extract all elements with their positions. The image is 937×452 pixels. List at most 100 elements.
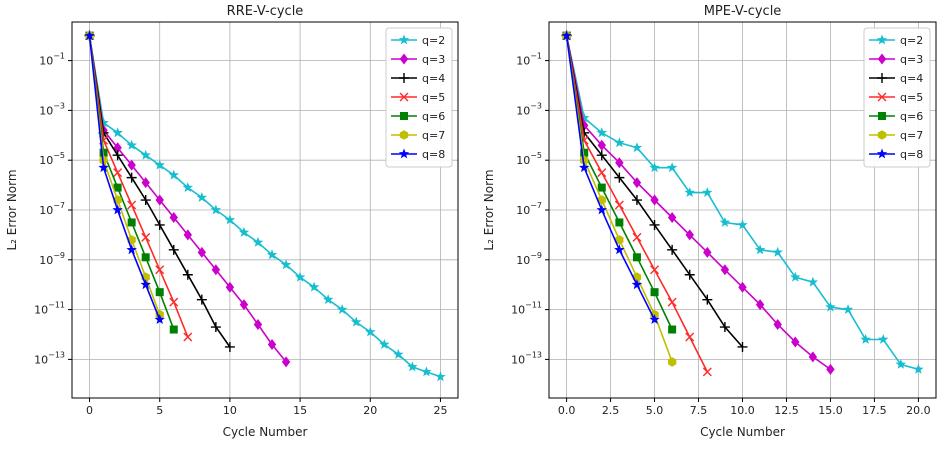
data-point <box>895 358 906 369</box>
data-point <box>667 244 678 255</box>
data-point <box>421 366 432 377</box>
data-point <box>337 304 348 315</box>
legend-marker <box>399 130 409 140</box>
data-point <box>684 187 695 197</box>
chart-title: MPE-V-cycle <box>704 4 782 19</box>
legend-marker <box>877 53 887 65</box>
x-axis-label: Cycle Number <box>700 425 785 439</box>
y-axis-label: L₂ Error Norm <box>482 169 496 250</box>
data-point <box>596 204 607 215</box>
chart-panel-2: 0.0 2.5 5.0 7.5 10.0 12.5 15.0 17.5 20.0 10−1 10−3… <box>482 4 937 439</box>
data-point <box>183 229 192 241</box>
data-point <box>790 271 801 282</box>
data-point <box>126 172 137 183</box>
x-tick-label: 15 <box>293 404 307 417</box>
series-q=2 <box>561 30 924 374</box>
data-point <box>737 341 748 352</box>
legend-marker <box>398 34 410 45</box>
x-tick-label: 0.0 <box>558 404 576 417</box>
legend-item: q=4 <box>869 72 923 85</box>
data-point <box>597 139 606 151</box>
legend-label: q=4 <box>422 72 445 85</box>
data-point <box>239 299 249 311</box>
data-point <box>666 162 678 173</box>
data-point <box>196 294 207 305</box>
data-point <box>322 294 334 305</box>
data-point <box>754 244 766 255</box>
data-point <box>155 288 164 297</box>
x-tick-label: 20 <box>363 404 377 417</box>
data-point <box>98 117 109 128</box>
data-point <box>773 319 782 331</box>
legend-marker <box>878 112 886 120</box>
data-point <box>684 269 695 280</box>
legend-marker <box>399 53 409 65</box>
y-tick-label: 10−1 <box>39 52 65 68</box>
chart-title: RRE-V-cycle <box>227 4 304 19</box>
legend-marker <box>399 73 409 83</box>
y-tick-label: 10−13 <box>34 350 65 366</box>
data-point <box>112 127 123 138</box>
legend-item: q=2 <box>391 34 445 47</box>
data-point <box>140 149 151 160</box>
data-point <box>719 322 730 333</box>
data-point <box>631 142 643 153</box>
data-point <box>826 363 835 375</box>
data-point <box>738 281 747 293</box>
data-point <box>631 195 642 206</box>
data-point <box>308 281 320 292</box>
data-point <box>649 162 660 173</box>
legend-marker <box>398 148 410 159</box>
legend-label: q=6 <box>900 110 923 123</box>
data-point <box>703 246 712 258</box>
y-tick-label: 10−5 <box>39 151 65 167</box>
data-point <box>597 195 606 205</box>
y-tick-label: 10−9 <box>516 251 542 267</box>
data-point <box>685 229 694 241</box>
data-point <box>238 226 250 237</box>
data-point <box>98 162 109 173</box>
y-tick-label: 10−11 <box>34 301 65 317</box>
legend-marker <box>877 73 887 83</box>
legend-item: q=5 <box>869 91 923 104</box>
legend-label: q=8 <box>900 148 923 161</box>
legend-label: q=8 <box>422 148 445 161</box>
data-point <box>224 214 236 225</box>
legend-item: q=8 <box>391 148 445 161</box>
data-point <box>182 269 193 280</box>
data-point <box>685 332 695 342</box>
legend-label: q=4 <box>900 72 923 85</box>
data-point <box>141 253 150 262</box>
legend-item: q=7 <box>391 129 445 142</box>
data-point <box>154 314 165 324</box>
data-point <box>168 244 179 255</box>
data-point <box>579 119 589 131</box>
data-point <box>183 332 193 342</box>
legend-label: q=2 <box>422 34 445 47</box>
legend-label: q=6 <box>422 110 445 123</box>
data-point <box>597 168 607 178</box>
data-point <box>112 204 123 215</box>
data-point <box>702 187 713 197</box>
data-point <box>113 168 123 178</box>
data-point <box>649 314 660 324</box>
data-point <box>720 264 730 276</box>
legend-item: q=2 <box>869 34 923 47</box>
data-point <box>266 249 278 260</box>
data-point <box>154 219 165 230</box>
data-point <box>808 351 818 363</box>
data-point <box>210 322 221 333</box>
y-tick-label: 10−11 <box>511 301 542 317</box>
data-point <box>141 177 150 189</box>
data-point <box>127 218 136 227</box>
series-line <box>88 35 189 338</box>
legend-marker <box>400 112 408 120</box>
data-point <box>294 271 306 282</box>
data-point <box>84 30 95 41</box>
y-tick-label: 10−3 <box>39 101 65 117</box>
data-point <box>379 339 390 349</box>
x-tick-label: 10.0 <box>730 404 755 417</box>
data-point <box>614 137 625 148</box>
data-point <box>580 148 589 157</box>
